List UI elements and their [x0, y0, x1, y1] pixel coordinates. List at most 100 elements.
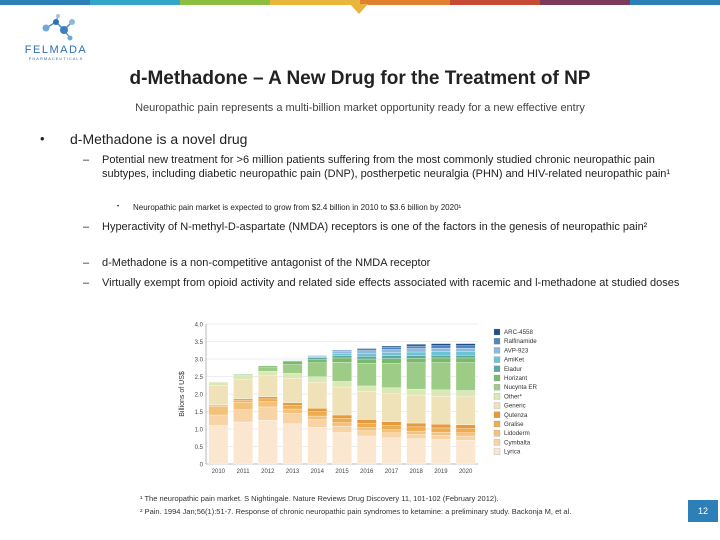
bar-segment-nucynta-er: [406, 362, 426, 390]
bar-segment-nucynta-er: [356, 363, 377, 387]
legend-label: Eladur: [504, 366, 522, 373]
bar-segment-amiket: [406, 351, 426, 356]
dash-marker-3: –: [83, 257, 90, 269]
bar-segment-lyrica: [307, 427, 328, 465]
bar-segment-eladur: [381, 355, 402, 359]
bar-segment-other-: [233, 375, 253, 380]
legend-swatch: [493, 448, 501, 455]
legend-label: Generic: [504, 403, 526, 410]
bar-segment-qutenza: [307, 408, 328, 412]
bar-segment-gralise: [332, 418, 352, 423]
bar-segment-generic: [356, 391, 377, 420]
legend-swatch: [493, 420, 501, 428]
legend-swatch: [493, 384, 501, 391]
bar-segment-other-: [307, 376, 328, 383]
bar-segment-eladur: [431, 355, 451, 359]
bar-segment-cymbalta: [258, 406, 278, 421]
x-tick-label: 2012: [261, 469, 275, 475]
bar-segment-generic: [208, 385, 229, 405]
bar-segment-gralise: [431, 427, 451, 433]
bar-segment-cymbalta: [356, 430, 377, 437]
bar-segment-qutenza: [233, 398, 253, 401]
top-bar-notch: [350, 4, 368, 14]
bar-segment-horizant: [282, 361, 303, 365]
bar-segment-avp-923: [406, 348, 426, 353]
bar-segment-other-: [381, 387, 402, 394]
y-tick-label: 0: [200, 463, 204, 469]
bar-segment-horizant: [455, 357, 476, 363]
bar-segment-avp-923: [455, 347, 476, 352]
bar-segment-cymbalta: [332, 426, 352, 433]
legend-label: AmiKet: [504, 357, 524, 364]
bar-segment-nucynta-er: [258, 367, 278, 372]
top-bar-segment: [180, 0, 270, 5]
bar-segment-gralise: [233, 400, 253, 403]
bar-segment-other-: [208, 381, 229, 386]
legend-label: Gralise: [504, 421, 524, 428]
bar-segment-nucynta-er: [455, 362, 476, 391]
bar-segment-lidoderm: [332, 422, 352, 427]
bar-segment-horizant: [406, 358, 426, 363]
bar-segment-qutenza: [356, 419, 377, 424]
bar-segment-arc-4558: [455, 343, 476, 346]
bar-segment-eladur: [282, 360, 303, 362]
bar-segment-avp-923: [307, 355, 328, 357]
bar-segment-generic: [381, 393, 402, 422]
top-bar-segment: [540, 0, 630, 5]
felmada-logo: FELMADA PHARMACEUTICALS: [16, 14, 96, 66]
legend-label: Ralfinamide: [504, 338, 537, 345]
footnote-1: ¹ The neuropathic pain market. S Nightin…: [140, 494, 499, 503]
x-tick-label: 2015: [335, 469, 349, 475]
bar-segment-arc-4558: [431, 343, 451, 346]
dash-marker-1: –: [83, 154, 90, 166]
x-tick-label: 2016: [360, 469, 374, 475]
bar-segment-amiket: [307, 356, 328, 358]
bar-segment-ralfinamide: [356, 348, 377, 351]
bar-segment-other-: [431, 389, 451, 397]
bar-segment-generic: [258, 375, 278, 397]
legend-label: Nucynta ER: [504, 384, 538, 391]
top-bar-segment: [270, 0, 360, 5]
bar-segment-lidoderm: [406, 430, 426, 435]
bar-segment-eladur: [455, 355, 476, 359]
bar-segment-lidoderm: [233, 401, 253, 410]
bar-segment-lidoderm: [381, 429, 402, 433]
dash-marker-2: –: [83, 221, 90, 233]
y-tick-label: 2.0: [195, 393, 204, 399]
top-bar-segment: [360, 0, 450, 5]
molecule-icon: [42, 14, 75, 41]
bar-segment-gralise: [307, 411, 328, 417]
x-tick-label: 2017: [385, 469, 399, 475]
bar-segment-ralfinamide: [406, 345, 426, 349]
legend-swatch: [493, 411, 501, 418]
bar-segment-ralfinamide: [332, 350, 352, 352]
sub-sub-bullet-marker: •: [117, 204, 120, 210]
bar-segment-generic: [406, 394, 426, 424]
sub-bullet-3: d-Methadone is a non-competitive antagon…: [102, 257, 431, 269]
top-bar-segment: [630, 0, 720, 5]
sub-bullet-2: Hyperactivity of N-methyl-D-aspartate (N…: [102, 221, 648, 233]
bar-segment-generic: [307, 381, 328, 409]
bar-segment-lyrica: [431, 439, 451, 465]
bullet-text: d-Methadone is a novel drug: [70, 131, 248, 147]
bar-segment-cymbalta: [381, 432, 402, 438]
slide-title: d-Methadone – A New Drug for the Treatme…: [129, 68, 591, 89]
bar-segment-ralfinamide: [431, 345, 451, 349]
bullet-marker: •: [40, 131, 45, 146]
x-tick-label: 2011: [237, 469, 251, 475]
bar-segment-qutenza: [258, 396, 278, 400]
legend-swatch: [493, 393, 501, 400]
bar-segment-avp-923: [332, 351, 352, 354]
bar-segment-cymbalta: [233, 409, 253, 423]
x-tick-label: 2010: [212, 469, 226, 475]
bar-segment-lyrica: [356, 435, 377, 465]
legend-label: Qutenza: [504, 412, 528, 419]
dash-marker-4: –: [83, 277, 90, 289]
bar-segment-eladur: [406, 355, 426, 359]
legend-swatch: [493, 328, 501, 336]
bar-segment-avp-923: [381, 349, 402, 353]
top-bar-segment: [0, 0, 90, 5]
bar-segment-amiket: [431, 351, 451, 356]
y-tick-label: 1.5: [195, 410, 204, 416]
legend-swatch: [493, 402, 501, 409]
